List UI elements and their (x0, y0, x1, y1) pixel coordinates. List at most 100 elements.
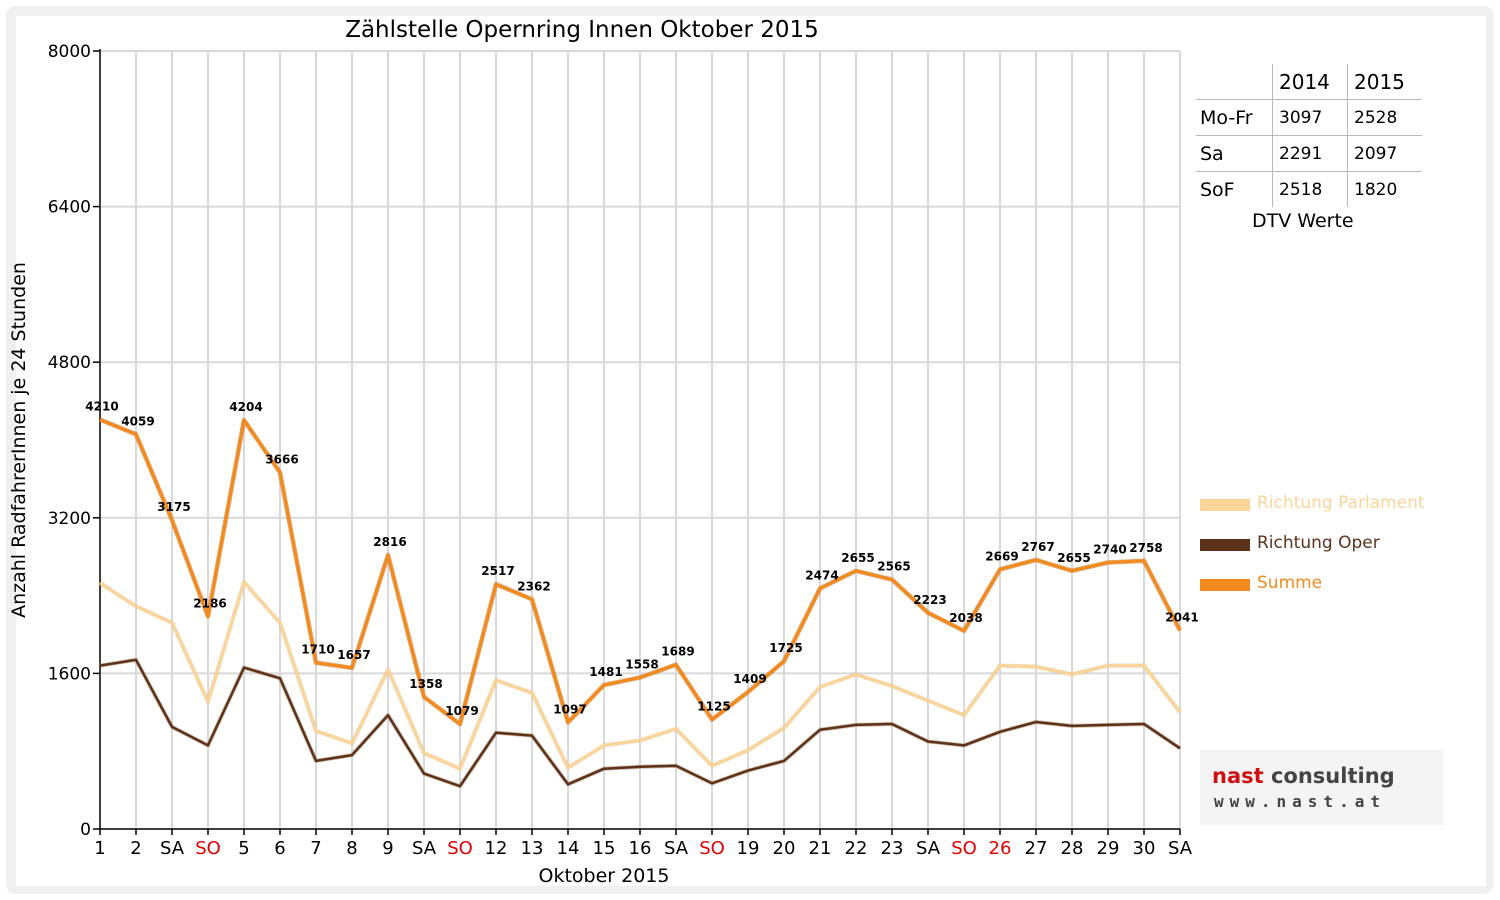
x-tick-label: 8 (346, 838, 357, 859)
x-tick-label: 7 (310, 838, 321, 859)
data-label: 2186 (193, 596, 226, 610)
x-tick-label: 6 (274, 838, 285, 859)
dtv-header-corner (1196, 64, 1273, 100)
legend-swatch (1200, 579, 1250, 591)
logo-name-part2: consulting (1270, 764, 1395, 788)
dtv-cell-2015: 2097 (1347, 135, 1422, 172)
data-label: 2474 (805, 568, 838, 582)
series-lines (98, 417, 1183, 789)
dtv-row-label: Mo-Fr (1196, 99, 1273, 136)
data-label: 2041 (1165, 611, 1198, 625)
dtv-header-2015: 2015 (1347, 64, 1422, 100)
data-label: 2517 (481, 564, 514, 578)
legend-label: Richtung Parlament (1257, 493, 1425, 513)
data-label: 1358 (409, 677, 442, 691)
series-line (99, 658, 1181, 788)
data-label: 2740 (1093, 543, 1126, 557)
data-label: 4210 (85, 400, 118, 414)
x-tick-label: SA (412, 838, 437, 859)
data-label: 3175 (157, 500, 190, 514)
dtv-row: Mo-Fr 3097 2528 (1196, 99, 1422, 136)
legend-label: Summe (1257, 573, 1323, 593)
data-label: 2767 (1021, 540, 1054, 554)
x-tick-label: 29 (1097, 838, 1120, 859)
x-tick-label: SA (916, 838, 941, 859)
legend-swatch (1200, 499, 1250, 511)
x-tick-label: 16 (629, 838, 652, 859)
y-tick-label: 0 (80, 820, 91, 840)
x-tick-label: SO (699, 838, 725, 859)
x-tick-label: 19 (737, 838, 760, 859)
x-tick-label: 2 (130, 838, 141, 859)
data-label: 4059 (121, 414, 154, 428)
x-tick-label: 20 (773, 838, 796, 859)
y-tick-label: 3200 (48, 509, 91, 529)
x-tick-label: 28 (1061, 838, 1084, 859)
data-label: 1481 (589, 665, 622, 679)
data-label: 1558 (625, 657, 658, 671)
data-label: 1097 (553, 702, 586, 716)
data-label: 2655 (1057, 551, 1090, 565)
dtv-header-2014: 2014 (1272, 64, 1348, 100)
data-label: 2758 (1129, 541, 1162, 555)
x-tick-label: SA (160, 838, 185, 859)
legend-swatch (1200, 539, 1250, 551)
x-tick-label: 30 (1133, 838, 1156, 859)
logo-url: www.nast.at (1214, 792, 1386, 811)
dtv-cell-2015: 1820 (1347, 171, 1422, 207)
data-label: 2655 (841, 551, 874, 565)
x-tick-label: 12 (485, 838, 508, 859)
x-tick-label: 15 (593, 838, 616, 859)
legend-label: Richtung Oper (1257, 533, 1380, 553)
data-label: 1725 (769, 641, 802, 655)
x-tick-label: SO (951, 838, 977, 859)
data-label: 1689 (661, 645, 694, 659)
data-label: 2362 (517, 579, 550, 593)
company-logo: nast consulting www.nast.at (1200, 750, 1443, 825)
data-label: 2816 (373, 535, 406, 549)
grid (100, 50, 1181, 829)
dtv-table: 2014 2015 Mo-Fr 3097 2528 Sa 2291 2097 S… (1196, 64, 1422, 207)
x-tick-label: 27 (1025, 838, 1048, 859)
data-label: 1657 (337, 648, 370, 662)
dtv-row-label: SoF (1200, 178, 1235, 201)
x-tick-label: 9 (382, 838, 393, 859)
x-tick-label: 26 (989, 838, 1012, 859)
x-tick-label: SA (1168, 838, 1193, 859)
x-axis-label: Oktober 2015 (539, 865, 670, 887)
x-tick-label: SO (447, 838, 473, 859)
y-axis-label: Anzahl RadfahrerInnen je 24 Stunden (8, 262, 30, 618)
x-tick-label: SA (664, 838, 689, 859)
x-tick-label: 14 (557, 838, 580, 859)
x-tick-label: 21 (809, 838, 832, 859)
x-tick-label: SO (195, 838, 221, 859)
logo-name-part1: nast (1212, 764, 1264, 788)
dtv-cell-2015: 2528 (1347, 99, 1422, 136)
data-label: 1125 (697, 700, 730, 714)
dtv-header-row: 2014 2015 (1196, 64, 1422, 100)
data-label: 1079 (445, 704, 478, 718)
dtv-cell-2014: 3097 (1272, 99, 1348, 136)
y-tick-label: 4800 (48, 353, 91, 373)
dtv-row: SoF 2518 1820 (1196, 171, 1422, 207)
chart-title: Zählstelle Opernring Innen Oktober 2015 (345, 17, 819, 43)
data-label: 4204 (229, 400, 262, 414)
data-label: 3666 (265, 452, 298, 466)
data-label: 1409 (733, 672, 766, 686)
series-line (99, 418, 1182, 726)
data-label: 2669 (985, 549, 1018, 563)
data-label: 2038 (949, 611, 982, 625)
x-tick-label: 23 (881, 838, 904, 859)
dtv-caption: DTV Werte (1252, 210, 1354, 232)
x-tick-label: 1 (94, 838, 105, 859)
data-label: 1710 (301, 643, 334, 657)
dtv-row-label: Sa (1196, 135, 1273, 172)
series-line (99, 580, 1181, 770)
dtv-cell-2014: 2518 (1272, 171, 1348, 207)
x-tick-label: 22 (845, 838, 868, 859)
dtv-cell-2014: 2291 (1272, 135, 1348, 172)
y-tick-label: 8000 (48, 42, 91, 62)
